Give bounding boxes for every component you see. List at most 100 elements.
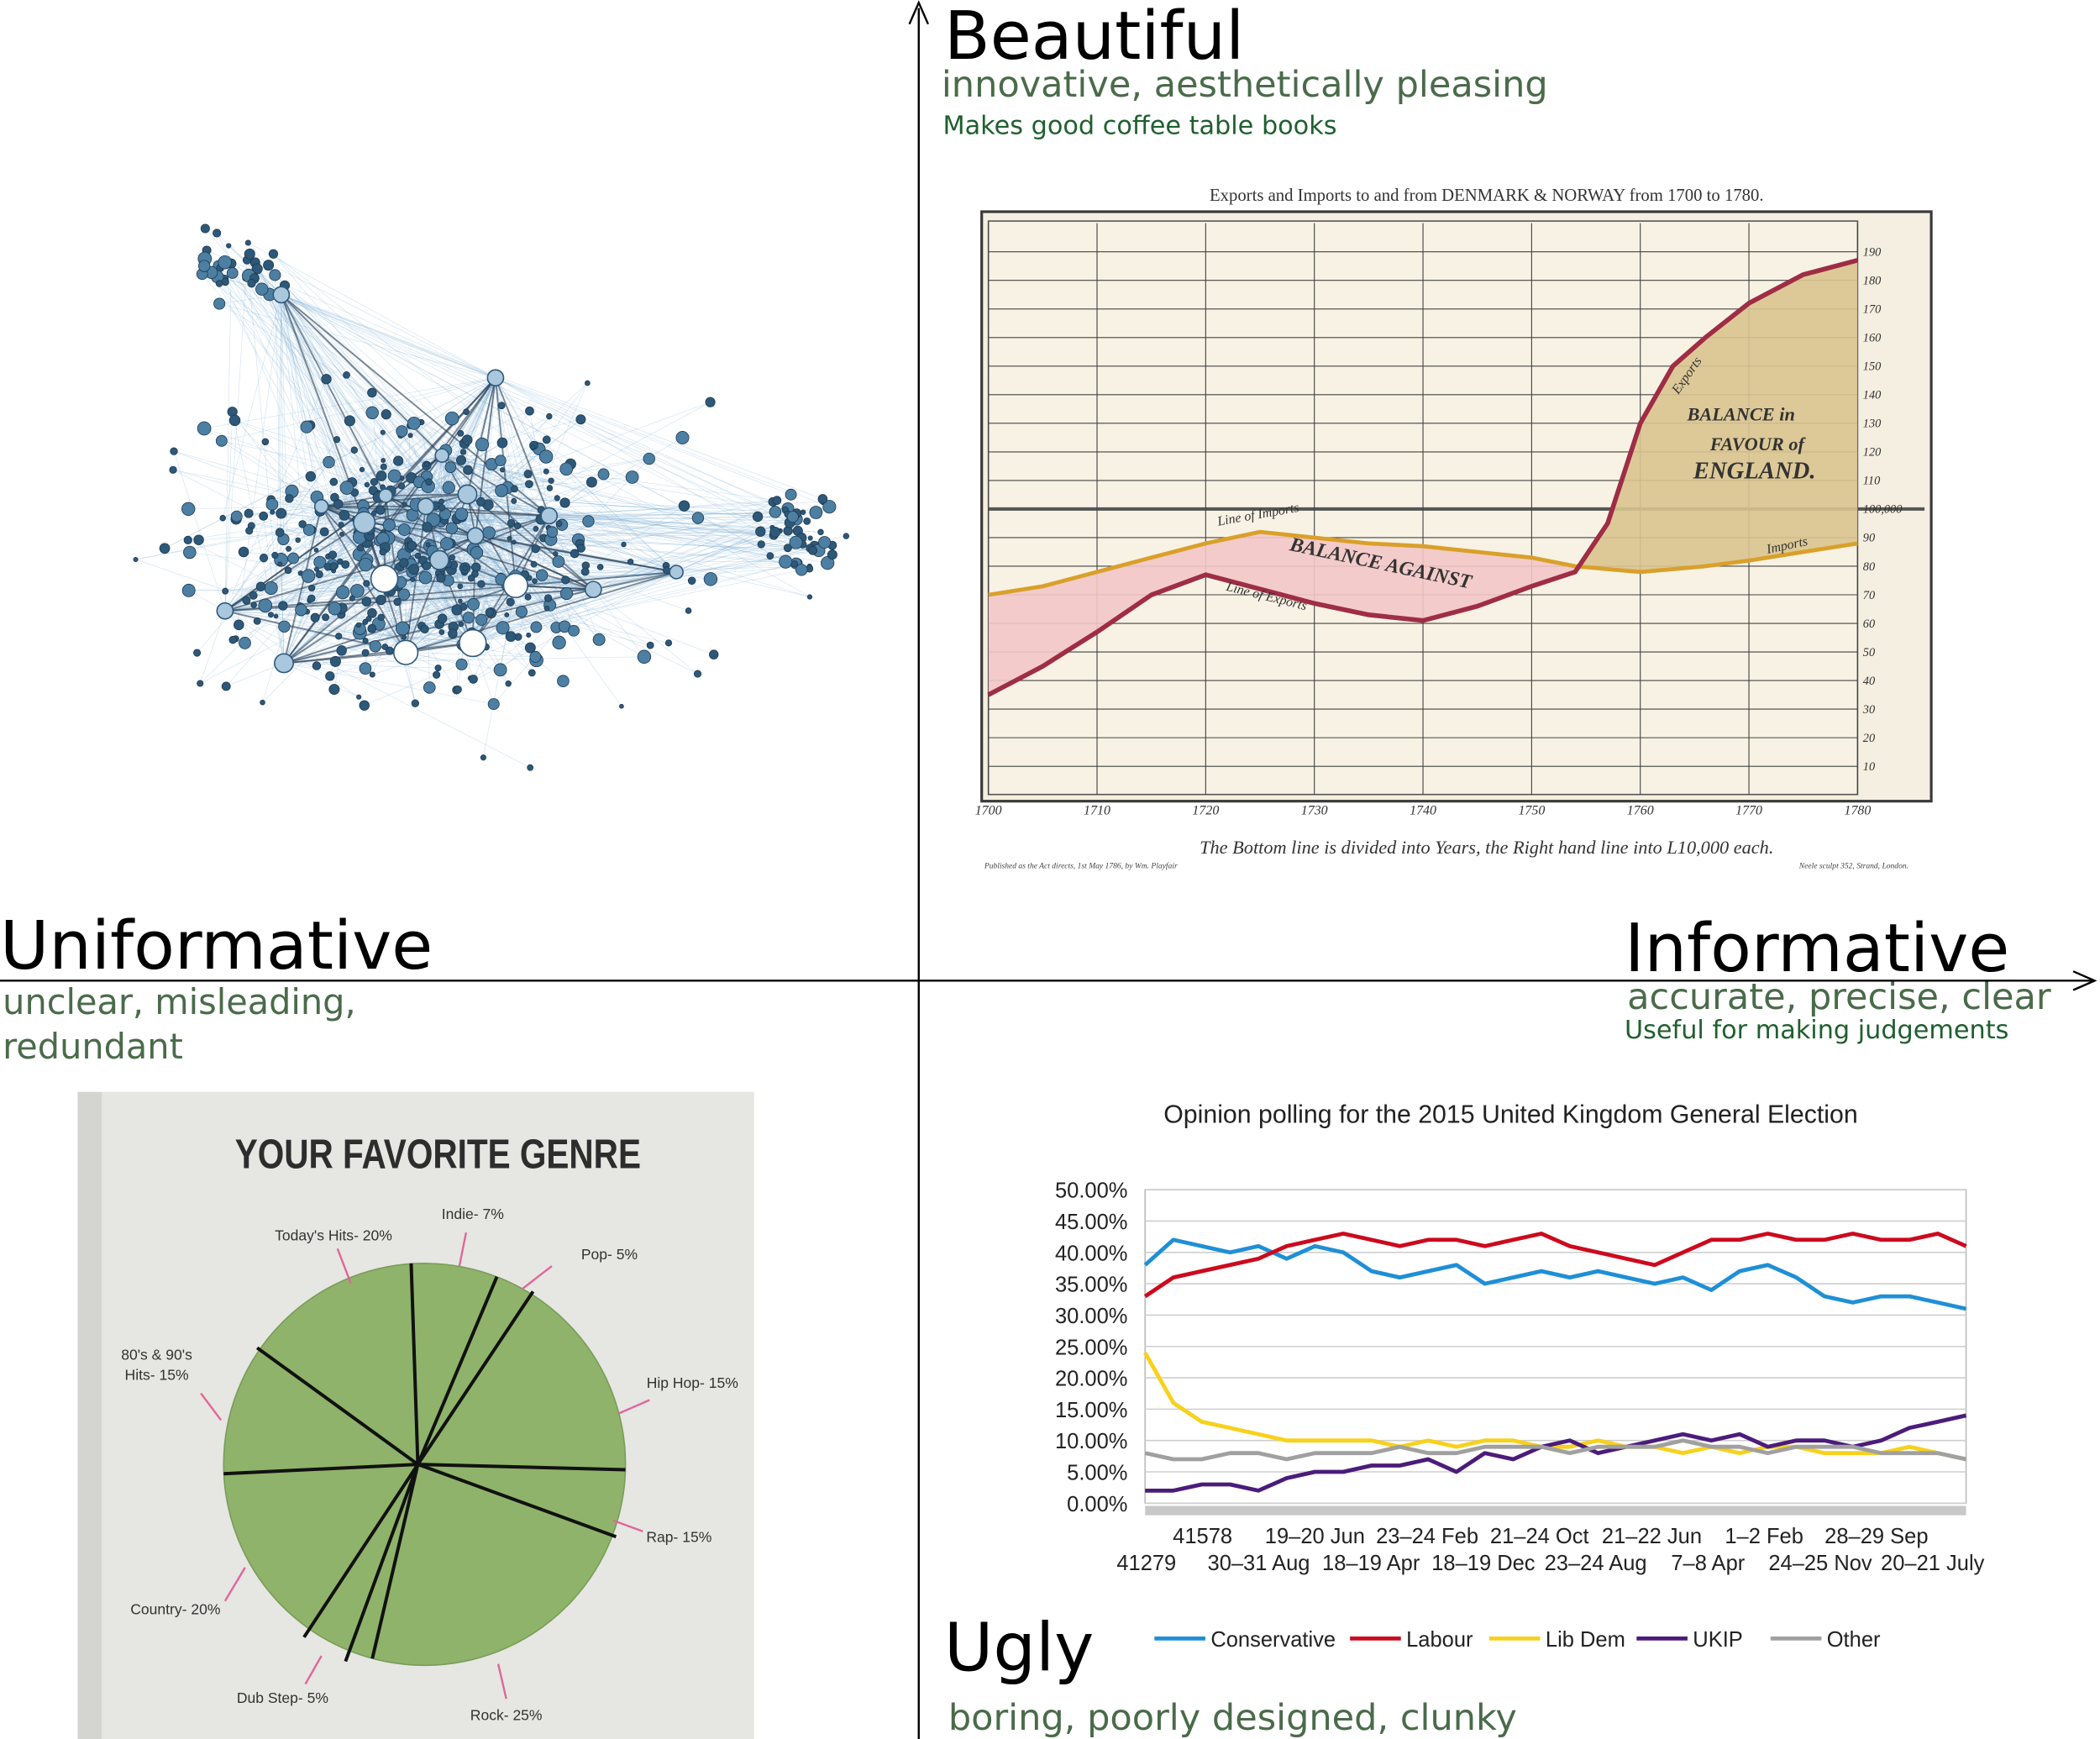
node bbox=[436, 573, 446, 583]
edge bbox=[384, 402, 711, 580]
edge bbox=[268, 265, 322, 507]
node bbox=[396, 425, 408, 438]
node bbox=[552, 635, 566, 650]
edge bbox=[593, 549, 813, 591]
edge bbox=[473, 589, 594, 680]
node bbox=[258, 598, 273, 613]
hub-node bbox=[466, 527, 485, 545]
node bbox=[795, 564, 808, 576]
edge bbox=[283, 663, 360, 697]
edge bbox=[275, 275, 285, 664]
y-tick-label: 30 bbox=[1862, 703, 1875, 717]
node bbox=[524, 642, 536, 654]
node bbox=[529, 650, 542, 663]
hub-node bbox=[353, 511, 376, 534]
node bbox=[532, 578, 538, 584]
pie-divider bbox=[223, 1463, 418, 1476]
node bbox=[286, 545, 292, 552]
y-tick-label: 190 bbox=[1863, 245, 1882, 259]
edge bbox=[366, 377, 496, 486]
node bbox=[264, 581, 278, 595]
node bbox=[458, 598, 463, 604]
node bbox=[219, 514, 226, 522]
node bbox=[495, 484, 508, 497]
node bbox=[133, 556, 139, 562]
edge bbox=[218, 283, 474, 644]
node bbox=[664, 639, 673, 647]
node bbox=[359, 700, 370, 711]
edge bbox=[321, 506, 692, 581]
node bbox=[821, 555, 835, 570]
x-tick-label: 19–20 Jun bbox=[1265, 1525, 1365, 1548]
node bbox=[625, 470, 639, 484]
node bbox=[424, 461, 430, 467]
node bbox=[457, 583, 464, 590]
edge bbox=[219, 267, 549, 517]
series-line bbox=[1143, 1232, 1967, 1299]
edge bbox=[254, 278, 468, 495]
node bbox=[752, 511, 764, 523]
edge bbox=[475, 382, 588, 537]
edge bbox=[409, 425, 427, 507]
edge bbox=[281, 294, 307, 428]
edge bbox=[232, 411, 407, 653]
edge bbox=[467, 494, 810, 570]
node bbox=[410, 576, 416, 582]
node bbox=[361, 596, 372, 607]
node bbox=[414, 552, 422, 560]
edge bbox=[281, 294, 289, 570]
edge bbox=[281, 294, 796, 544]
node bbox=[437, 613, 448, 623]
edge bbox=[224, 461, 329, 612]
node bbox=[557, 675, 570, 688]
node bbox=[387, 469, 402, 483]
pie-label: Today's Hits- 20% bbox=[275, 1227, 392, 1244]
pie-divider bbox=[416, 1290, 535, 1466]
pie-labels: Today's Hits- 20% Indie- 7% Pop- 5% Hip … bbox=[121, 1206, 738, 1723]
edge bbox=[371, 571, 677, 629]
edge bbox=[593, 532, 775, 590]
edge bbox=[224, 610, 531, 768]
edge bbox=[442, 454, 802, 570]
node bbox=[369, 671, 375, 678]
node bbox=[381, 458, 386, 463]
annotation: BALANCE in bbox=[1687, 404, 1795, 425]
edge bbox=[281, 294, 402, 486]
edge bbox=[172, 470, 385, 580]
node bbox=[454, 507, 469, 522]
node bbox=[364, 481, 370, 488]
x-tick-label: 7–8 Apr bbox=[1671, 1552, 1745, 1575]
edge bbox=[270, 377, 496, 589]
node bbox=[475, 437, 490, 452]
node bbox=[643, 452, 655, 465]
axis-subtitle: redundant bbox=[3, 1027, 183, 1067]
node bbox=[576, 544, 585, 553]
node bbox=[525, 406, 534, 416]
edge bbox=[467, 494, 566, 581]
edge bbox=[253, 571, 677, 596]
x-tick-label: 1760 bbox=[1627, 804, 1654, 818]
edge bbox=[384, 545, 815, 580]
edge bbox=[269, 294, 407, 653]
node bbox=[678, 500, 690, 512]
node bbox=[302, 523, 316, 536]
node bbox=[807, 535, 813, 541]
node bbox=[359, 662, 372, 675]
series-line bbox=[1143, 1352, 1967, 1462]
node bbox=[349, 595, 355, 602]
x-tick-label: 1720 bbox=[1192, 804, 1219, 818]
edge bbox=[371, 589, 594, 614]
edge bbox=[283, 651, 407, 665]
node bbox=[367, 387, 377, 398]
node bbox=[271, 551, 279, 560]
edge bbox=[270, 506, 322, 589]
node bbox=[333, 499, 344, 509]
node bbox=[559, 462, 574, 476]
node bbox=[344, 415, 355, 427]
edge bbox=[472, 445, 534, 644]
edge bbox=[235, 294, 282, 639]
y-tick-label: 35.00% bbox=[1055, 1274, 1127, 1297]
edge bbox=[224, 610, 454, 628]
edge bbox=[405, 611, 522, 653]
edge bbox=[281, 294, 381, 511]
